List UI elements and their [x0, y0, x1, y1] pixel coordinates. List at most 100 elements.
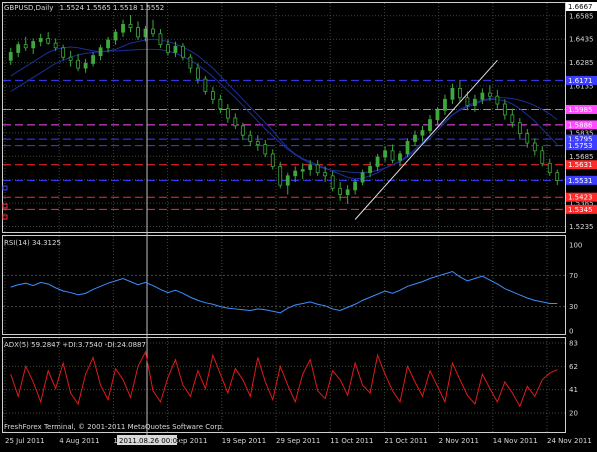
- candle-body: [61, 47, 66, 58]
- time-tick-label: 25 Jul 2011: [5, 437, 45, 445]
- time-tick-label: 11 Oct 2011: [330, 437, 373, 445]
- candle-body: [68, 56, 73, 61]
- candle-body: [353, 181, 358, 191]
- candle-body: [76, 59, 81, 69]
- candle-body: [255, 141, 260, 145]
- rsi-tick-label: 30: [569, 303, 578, 311]
- candle-body: [203, 78, 208, 92]
- candle-body: [16, 44, 21, 53]
- level-tag-label: 1.5753: [568, 142, 593, 150]
- level-tag-bg: [566, 160, 597, 170]
- rsi-grid: [4, 236, 548, 334]
- candle-body: [218, 98, 223, 110]
- price-tick-label: 1.6285: [569, 59, 594, 67]
- level-tag-bg: [566, 141, 597, 151]
- adx-pane[interactable]: [2, 337, 566, 433]
- candle-body: [278, 166, 283, 186]
- price-tick-label: 1.5835: [569, 129, 594, 137]
- level-marker-3: [2, 214, 8, 220]
- candle-body: [166, 44, 170, 53]
- candle-body: [345, 189, 350, 195]
- rsi-tick-label: 0: [569, 328, 573, 336]
- candle-body: [390, 150, 395, 161]
- level-tag-bg: [566, 134, 597, 144]
- candle-body: [106, 39, 110, 49]
- candle-body: [383, 150, 387, 158]
- price-grid: [3, 3, 565, 232]
- candle-body: [465, 97, 470, 106]
- cursor-time-tag-bg: [117, 435, 177, 445]
- candle-body: [443, 98, 447, 111]
- symbol-label: GBPUSD,Daily: [4, 4, 53, 12]
- adx-axis: 83 62 41 20: [569, 340, 578, 418]
- candle-body: [510, 114, 515, 124]
- level-tag-bg: [566, 120, 597, 130]
- candle-body: [323, 172, 328, 177]
- time-tick-label: 7 Sep 2011: [168, 437, 208, 445]
- time-tick-label: 2 Nov 2011: [439, 437, 479, 445]
- candlestick-series[interactable]: [8, 15, 560, 204]
- price-tick-label: 1.5685: [569, 153, 594, 161]
- symbol-timeframe: GBPUSD,Daily 1.5524 1.5565 1.5518 1.5552: [4, 4, 164, 12]
- price-tick-label: 1.6135: [569, 83, 594, 91]
- rsi-tick-label: 100: [569, 242, 582, 250]
- candle-body: [502, 103, 507, 116]
- time-tick-label: 29 Sep 2011: [276, 437, 320, 445]
- level-tag-label: 1.5886: [568, 121, 593, 129]
- adx-tick-label: 41: [569, 386, 578, 394]
- candle-body: [151, 28, 155, 35]
- adx-title: ADX(5) 59.2847 +DI:3.7540 -DI:24.0887: [4, 341, 146, 349]
- candle-body: [91, 55, 95, 64]
- price-tick-label: 1.6435: [569, 36, 594, 44]
- candle-body: [330, 175, 335, 189]
- candle-body: [31, 41, 36, 49]
- candle-body: [270, 153, 275, 167]
- adx-grid: [3, 338, 565, 432]
- candle-body: [532, 142, 537, 152]
- level-tag-label: 1.5423: [568, 194, 593, 202]
- candle-body: [435, 109, 440, 121]
- candle-body: [487, 92, 492, 97]
- candle-body: [540, 150, 545, 164]
- level-tag-label: 1.5345: [568, 206, 593, 214]
- candle-body: [420, 130, 425, 136]
- copyright-text: FreshForex Terminal, © 2001-2011 MetaQuo…: [4, 423, 224, 431]
- candle-body: [450, 87, 455, 100]
- candle-body: [458, 87, 462, 99]
- level-tag-label: 1.5985: [568, 106, 593, 114]
- candle-body: [121, 23, 125, 33]
- ohlc-readout: 1.5524 1.5565 1.5518 1.5552: [60, 4, 165, 12]
- level-tag-bg: [566, 75, 597, 85]
- candle-body: [188, 56, 193, 69]
- time-tick-label: 14 Nov 2011: [493, 437, 538, 445]
- candle-body: [263, 144, 268, 155]
- support-resistance-levels[interactable]: [3, 79, 565, 210]
- candle-body: [38, 38, 43, 42]
- candle-body: [368, 166, 372, 174]
- price-tick-label: 1.5385: [569, 200, 594, 208]
- candle-body: [233, 117, 238, 127]
- candle-body: [196, 67, 200, 80]
- candle-body: [547, 162, 552, 174]
- candle-body: [53, 42, 58, 49]
- candle-body: [360, 172, 365, 183]
- level-tag-label: 1.5531: [568, 177, 593, 185]
- trend-line[interactable]: [354, 59, 498, 220]
- level-tag-label: 1.6171: [568, 77, 593, 85]
- candle-body: [495, 95, 500, 105]
- cursor-time-tag: 2011.08.26 00:00: [119, 437, 181, 445]
- candle-body: [300, 169, 305, 172]
- price-pane[interactable]: [2, 2, 566, 233]
- candle-body: [428, 119, 432, 131]
- candle-body: [413, 134, 417, 142]
- level-tag-bg: [566, 104, 597, 114]
- candle-body: [315, 164, 320, 174]
- level-tag-bg: [566, 192, 597, 202]
- candle-body: [113, 31, 118, 41]
- candle-body: [398, 153, 402, 161]
- rsi-title: RSI(14) 34.3125: [4, 239, 61, 247]
- level-tag-bg: [566, 204, 597, 214]
- adx-tick-label: 83: [569, 340, 578, 348]
- rsi-pane[interactable]: [2, 235, 566, 335]
